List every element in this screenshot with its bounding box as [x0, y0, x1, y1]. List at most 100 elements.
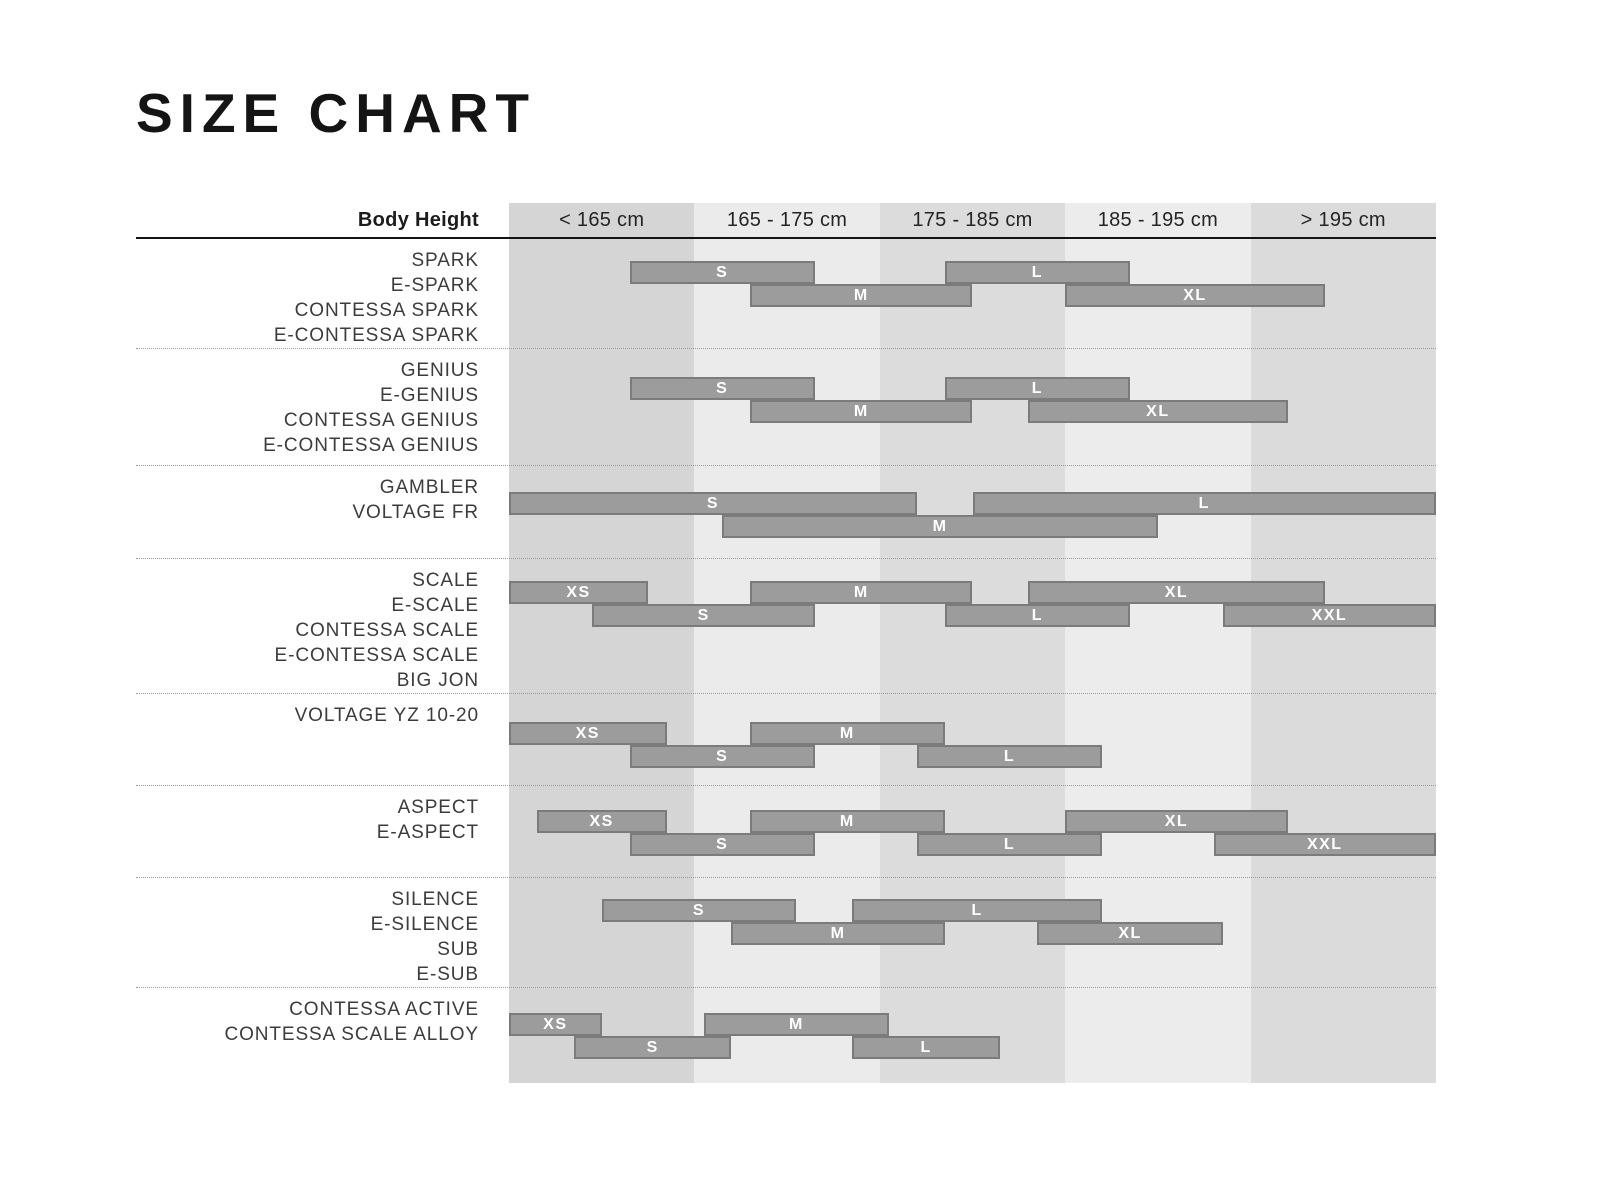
size-bar-xxl: XXL	[1213, 833, 1436, 856]
size-bar-l: L	[916, 745, 1103, 768]
column-header-1: < 165 cm	[559, 209, 645, 231]
size-bar-xs: XS	[509, 581, 649, 604]
bar-size-label: XL	[1164, 812, 1189, 830]
bar-row: XS M XL	[509, 810, 1436, 833]
model-label: BIG JON	[396, 670, 479, 691]
size-bar-xxl: XXL	[1222, 604, 1436, 627]
size-bar-s: S	[509, 492, 917, 515]
bar-size-label: XXL	[1311, 606, 1348, 624]
bars-area: XS M XL S L XXL	[509, 786, 1436, 877]
model-label: E-SCALE	[391, 595, 479, 616]
bar-size-label: S	[716, 379, 729, 397]
size-bar-s: S	[629, 745, 815, 768]
model-label: CONTESSA GENIUS	[283, 410, 479, 431]
model-label: GENIUS	[400, 360, 479, 381]
model-group-scale: SCALE E-SCALE CONTESSA SCALE E-CONTESSA SCA…	[136, 558, 1436, 693]
model-group-contessa-active: CONTESSA ACTIVE CONTESSA SCALE ALLOY XS M S L	[136, 987, 1436, 1083]
model-group-silence: SILENCE E-SILENCE SUB E-SUB S L M XL	[136, 877, 1436, 987]
bar-size-label: XS	[589, 812, 614, 830]
size-bar-xl: XL	[1037, 922, 1223, 945]
model-label: CONTESSA SCALE	[295, 620, 479, 641]
bar-row: XS M XL	[509, 581, 1436, 604]
size-bar-m: M	[750, 581, 973, 604]
model-label: E-CONTESSA SCALE	[274, 645, 479, 666]
model-group-genius: GENIUS E-GENIUS CONTESSA GENIUS E-CONTESSA …	[136, 348, 1436, 465]
bar-size-label: S	[697, 606, 710, 624]
size-bar-s: S	[629, 261, 815, 284]
bar-size-label: M	[932, 517, 948, 535]
column-band-5	[1250, 203, 1436, 1083]
column-header-2: 165 - 175 cm	[726, 209, 848, 231]
model-group-gambler: GAMBLER VOLTAGE FR S L M	[136, 465, 1436, 558]
size-bar-m: M	[750, 722, 945, 745]
bar-size-label: L	[1031, 379, 1044, 397]
bar-rows: S L M XL	[509, 377, 1436, 423]
size-bar-m: M	[731, 922, 945, 945]
model-label: E-GENIUS	[379, 385, 479, 406]
bar-row: XS M	[509, 722, 1436, 745]
bars-area: S L M XL	[509, 349, 1436, 465]
bar-row: XS M	[509, 1013, 1436, 1036]
size-bar-l: L	[916, 833, 1103, 856]
model-group-voltage-yz-10-20: VOLTAGE YZ 10-20 XS M S L	[136, 693, 1436, 785]
model-label: E-SUB	[416, 964, 479, 985]
model-label: VOLTAGE FR	[352, 502, 479, 523]
size-bar-l: L	[851, 1036, 1001, 1059]
model-label: ASPECT	[397, 797, 479, 818]
bar-size-label: S	[706, 494, 720, 512]
bar-size-label: M	[853, 286, 869, 304]
bar-size-label: S	[716, 263, 729, 281]
model-label: E-SILENCE	[370, 914, 479, 935]
bar-size-label: S	[692, 901, 706, 919]
size-bar-l: L	[972, 492, 1436, 515]
size-bar-m: M	[750, 810, 945, 833]
bar-size-label: S	[646, 1038, 659, 1056]
model-label: E-CONTESSA GENIUS	[263, 435, 479, 456]
bar-size-label: S	[716, 747, 729, 765]
size-bar-m: M	[750, 284, 973, 307]
model-group-aspect: ASPECT E-ASPECT XS M XL S L XXL	[136, 785, 1436, 877]
bars-area: S L M	[509, 466, 1436, 558]
size-bar-m: M	[703, 1013, 890, 1036]
bar-size-label: M	[839, 724, 855, 742]
bar-size-label: S	[716, 835, 729, 853]
size-bar-xs: XS	[509, 722, 667, 745]
table-header: Body Height < 165 cm 165 - 175 cm 175 - 18…	[136, 203, 1436, 239]
model-labels: SCALE E-SCALE CONTESSA SCALE E-CONTESSA SCA…	[136, 559, 509, 693]
bar-size-label: L	[920, 1038, 932, 1056]
bar-size-label: M	[788, 1015, 804, 1033]
model-label: SPARK	[411, 250, 479, 271]
bar-row: M XL	[509, 400, 1436, 423]
model-label: CONTESSA ACTIVE	[289, 999, 479, 1020]
bar-rows: XS M XL S L XXL	[509, 810, 1436, 856]
bar-size-label: M	[853, 402, 869, 420]
model-label: SCALE	[412, 570, 479, 591]
bar-size-label: XS	[566, 583, 591, 601]
bar-size-label: L	[1003, 747, 1016, 765]
bar-rows: S L M	[509, 492, 1436, 538]
bar-row: M XL	[509, 284, 1436, 307]
column-headers: < 165 cm 165 - 175 cm 175 - 185 cm 185 - 19…	[509, 203, 1436, 237]
bars-area: S L M XL	[509, 878, 1436, 987]
size-bar-l: L	[851, 899, 1103, 922]
size-bar-xl: XL	[1065, 810, 1288, 833]
model-groups: SPARK E-SPARK CONTESSA SPARK E-CONTESSA SPA…	[136, 239, 1436, 1083]
bar-size-label: XS	[575, 724, 600, 742]
model-group-spark: SPARK E-SPARK CONTESSA SPARK E-CONTESSA SPA…	[136, 239, 1436, 348]
bar-size-label: L	[1198, 494, 1210, 512]
size-bar-s: S	[629, 833, 815, 856]
bars-area: S L M XL	[509, 239, 1436, 348]
column-band-1	[509, 203, 695, 1083]
page-title: SIZE CHART	[136, 82, 536, 144]
bar-rows: S L M XL	[509, 899, 1436, 945]
bar-size-label: L	[1003, 835, 1016, 853]
bar-rows: XS M S L	[509, 1013, 1436, 1059]
bar-size-label: M	[853, 583, 869, 601]
bar-size-label: XL	[1146, 402, 1170, 420]
model-labels: CONTESSA ACTIVE CONTESSA SCALE ALLOY	[136, 988, 509, 1083]
model-labels: SILENCE E-SILENCE SUB E-SUB	[136, 878, 509, 987]
